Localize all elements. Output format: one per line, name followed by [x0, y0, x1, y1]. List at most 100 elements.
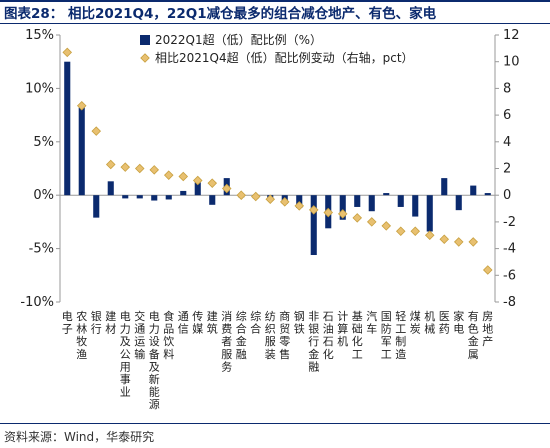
left-tick-label: 0% [33, 188, 54, 203]
category-label: 商贸零售 [279, 309, 290, 361]
bar [484, 193, 491, 196]
bar [64, 61, 71, 196]
category-label: 煤炭 [410, 310, 421, 336]
bar [107, 181, 114, 196]
right-tick-label: 8 [503, 81, 511, 96]
category-label: 国防军工 [381, 310, 392, 361]
bar [412, 195, 419, 217]
scatter-point [149, 165, 160, 175]
category-label: 电力设备及新能源 [149, 310, 160, 411]
scatter-point [91, 126, 102, 136]
bar [310, 195, 317, 256]
category-label: 轻工制造 [395, 309, 406, 361]
right-tick-label: 4 [503, 135, 511, 150]
legend-bar-swatch [140, 35, 150, 45]
title-bar [0, 0, 550, 24]
category-label: 有色金属 [468, 309, 479, 361]
category-label: 非银行金融 [308, 310, 319, 373]
scatter-point [352, 213, 363, 223]
plot-area: -10% -5% 0% 5% 10% 15% -8 -6 -4 -2 0 2 4 6 8 10 12 电子农林牧渔… [20, 28, 519, 411]
left-tick-label: -5% [29, 242, 54, 257]
bar [354, 195, 361, 207]
bar [180, 190, 187, 196]
scatter-point [105, 159, 116, 170]
bar [470, 185, 477, 196]
scatter-point [192, 175, 203, 186]
bar [209, 195, 216, 205]
bar [151, 195, 158, 201]
bar [136, 195, 143, 199]
source-note: 资料来源：Wind，华泰研究 [4, 430, 155, 444]
scatter-point [279, 197, 290, 207]
category-label: 机械 [424, 309, 435, 336]
scatter-point [265, 194, 276, 204]
category-label: 石油石化 [323, 310, 334, 361]
right-tick-label: 10 [503, 55, 520, 70]
scatter-point [323, 207, 334, 218]
scatter-point [120, 162, 131, 172]
bar [426, 195, 433, 232]
category-label: 通信 [178, 310, 189, 336]
legend-bar-label: 2022Q1超（低）配比例（%） [155, 32, 322, 47]
right-tick-label: 12 [503, 28, 520, 43]
category-label: 建筑 [207, 309, 218, 336]
scatter-point [366, 217, 377, 227]
category-label: 计算机 [337, 310, 348, 348]
scatter-point [134, 163, 145, 174]
left-tick-label: 15% [25, 28, 54, 43]
bar [455, 195, 462, 211]
right-tick-label: -4 [503, 242, 516, 257]
category-label: 医药 [439, 310, 450, 336]
category-label: 房地产 [482, 310, 493, 348]
category-label: 农林牧渔 [76, 309, 87, 361]
category-label: 电子 [62, 310, 73, 336]
scatter-point [482, 265, 493, 275]
bar [339, 195, 346, 220]
left-tick-label: -10% [20, 295, 54, 310]
scatter-point [221, 183, 232, 194]
scatter-point [424, 230, 435, 241]
right-tick-label: -2 [503, 215, 516, 230]
scatter-point [337, 209, 348, 219]
bar [93, 195, 100, 218]
right-tick-label: 0 [503, 188, 511, 203]
scatter-point [308, 205, 319, 215]
bar [368, 195, 375, 212]
category-label: 综合金融 [236, 309, 247, 361]
category-label: 家电 [453, 309, 464, 336]
category-label: 银行 [91, 309, 102, 336]
left-tick-label: 10% [25, 81, 54, 96]
category-label: 建材 [105, 309, 116, 336]
category-label: 传媒 [192, 310, 203, 336]
source-divider [0, 423, 550, 424]
bar [78, 107, 85, 196]
bar [122, 195, 129, 199]
category-label: 消费者服务 [221, 309, 232, 373]
right-tick-label: 2 [503, 162, 511, 177]
scatter-point [294, 201, 305, 211]
chart-title: 图表28： 相比2021Q4，22Q1减仓最多的组合减仓地产、有色、家电 [4, 6, 437, 22]
legend-marker-swatch [140, 53, 150, 63]
scatter-point [178, 171, 189, 182]
scatter-point [76, 100, 87, 111]
category-label: 钢铁 [294, 310, 305, 336]
bar [165, 195, 172, 200]
category-label: 汽车 [366, 309, 377, 336]
legend-marker-label: 相比2021Q4超（低）配比例变动（右轴，pct） [155, 50, 414, 65]
category-label: 交通运输 [134, 309, 145, 361]
scatter-point [381, 221, 392, 231]
scatter-point [395, 226, 406, 237]
category-label: 电力及公用事业 [120, 310, 131, 399]
scatter-point [163, 170, 174, 180]
scatter-point [236, 190, 247, 200]
scatter-point [207, 178, 218, 188]
right-tick-label: -8 [503, 295, 516, 310]
category-label: 综合 [250, 309, 261, 336]
scatter-point [62, 47, 73, 58]
scatter-point [439, 234, 450, 245]
bar [383, 193, 390, 196]
category-label: 基础化工 [352, 310, 363, 361]
right-tick-label: -6 [503, 268, 516, 283]
bar [194, 182, 201, 196]
